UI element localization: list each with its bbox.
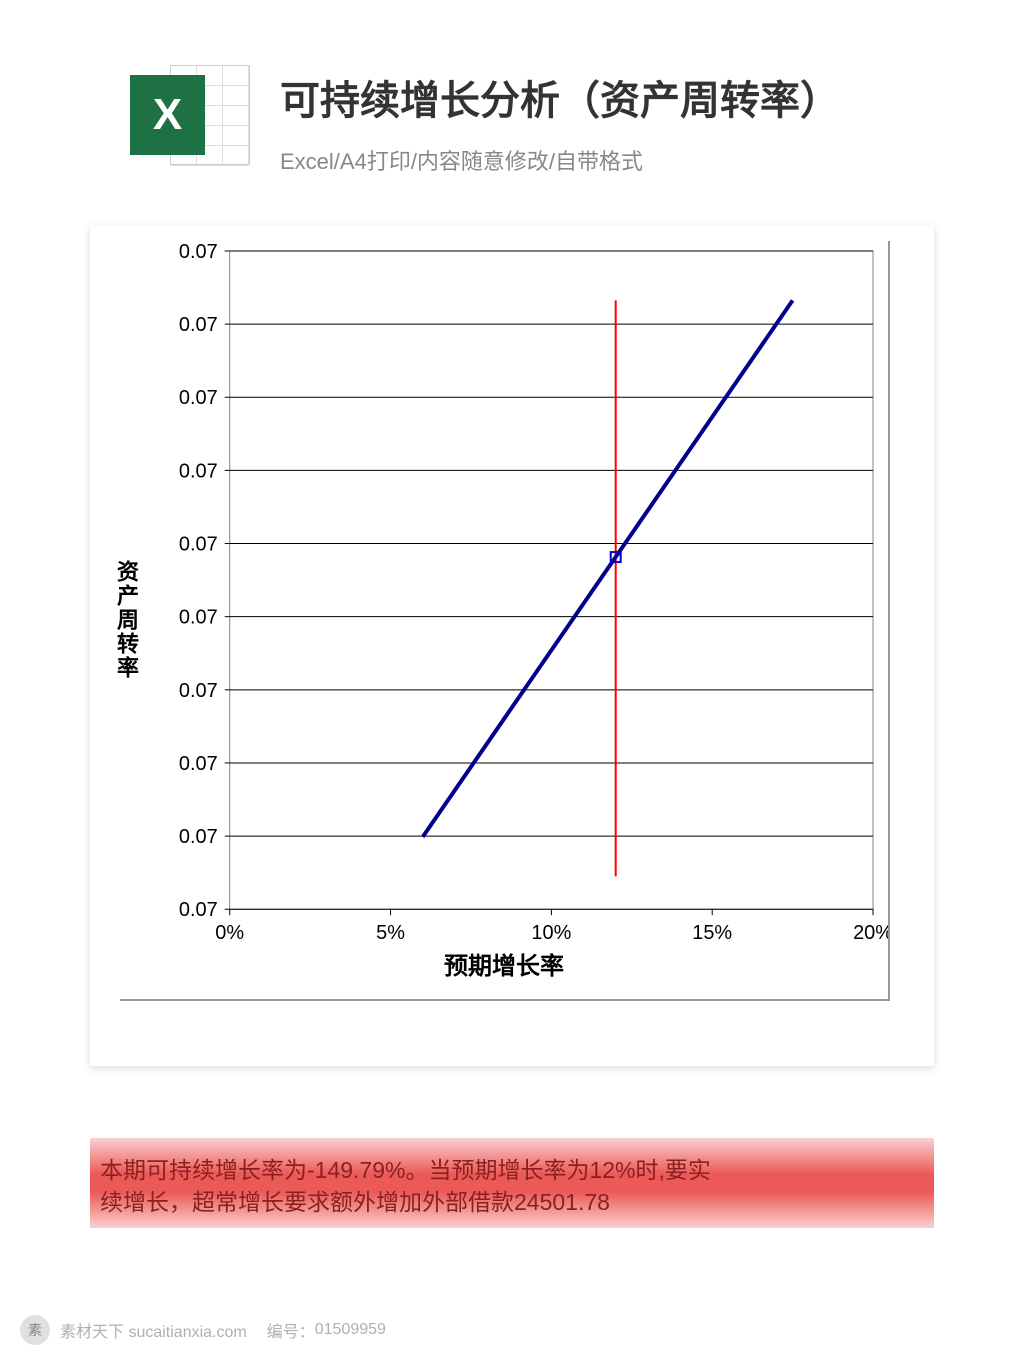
page-title: 可持续增长分析（资产周转率） bbox=[280, 68, 984, 126]
svg-text:0%: 0% bbox=[215, 922, 244, 944]
header-text: 可持续增长分析（资产周转率） Excel/A4打印/内容随意修改/自带格式 bbox=[280, 60, 984, 176]
footer-logo-icon: 素 bbox=[20, 1315, 50, 1345]
svg-text:0.07: 0.07 bbox=[179, 899, 218, 921]
svg-text:0.07: 0.07 bbox=[179, 680, 218, 702]
x-axis-title: 预期增长率 bbox=[444, 946, 564, 981]
svg-text:5%: 5% bbox=[376, 922, 405, 944]
svg-text:0.07: 0.07 bbox=[179, 241, 218, 263]
chart-container: 资产周转率 预期增长率 0.070.070.070.070.070.070.07… bbox=[120, 241, 890, 1001]
svg-text:0.07: 0.07 bbox=[179, 314, 218, 336]
banner-line1: 本期可持续增长率为-149.79%。当预期增长率为12%时,要实 bbox=[100, 1157, 711, 1183]
svg-text:15%: 15% bbox=[692, 922, 732, 944]
chart-svg: 0.07 0.07 0.07 0.07 0.07 0.07 0.07 0.07 0.07 0.07… bbox=[120, 241, 888, 999]
header: X 可持续增长分析（资产周转率） Excel/A4打印/内容随意修改/自带格式 bbox=[0, 0, 1024, 206]
excel-x-badge: X bbox=[130, 75, 205, 155]
svg-text:0.07: 0.07 bbox=[179, 460, 218, 482]
banner-line2: 续增长，超常增长要求额外增加外部借款24501.78 bbox=[100, 1189, 610, 1215]
y-axis-title: 资产周转率 bbox=[110, 560, 142, 680]
footer-id-value: 01509959 bbox=[315, 1321, 386, 1339]
svg-text:0.07: 0.07 bbox=[179, 387, 218, 409]
svg-text:20%: 20% bbox=[853, 922, 888, 944]
svg-text:0.07: 0.07 bbox=[179, 753, 218, 775]
svg-text:0.07: 0.07 bbox=[179, 534, 218, 556]
document-preview: 资产周转率 预期增长率 0.070.070.070.070.070.070.07… bbox=[90, 226, 934, 1066]
analysis-banner: 本期可持续增长率为-149.79%。当预期增长率为12%时,要实 续增长，超常增… bbox=[90, 1138, 934, 1228]
excel-icon: X bbox=[130, 60, 250, 170]
svg-text:10%: 10% bbox=[531, 922, 571, 944]
footer-site: 素材天下 sucaitianxia.com bbox=[60, 1318, 247, 1342]
footer: 素 素材天下 sucaitianxia.com 编号： 01509959 bbox=[20, 1315, 1004, 1345]
svg-text:0.07: 0.07 bbox=[179, 826, 218, 848]
svg-text:0.07: 0.07 bbox=[179, 607, 218, 629]
footer-id-label: 编号： bbox=[267, 1318, 315, 1342]
page-subtitle: Excel/A4打印/内容随意修改/自带格式 bbox=[280, 144, 984, 176]
